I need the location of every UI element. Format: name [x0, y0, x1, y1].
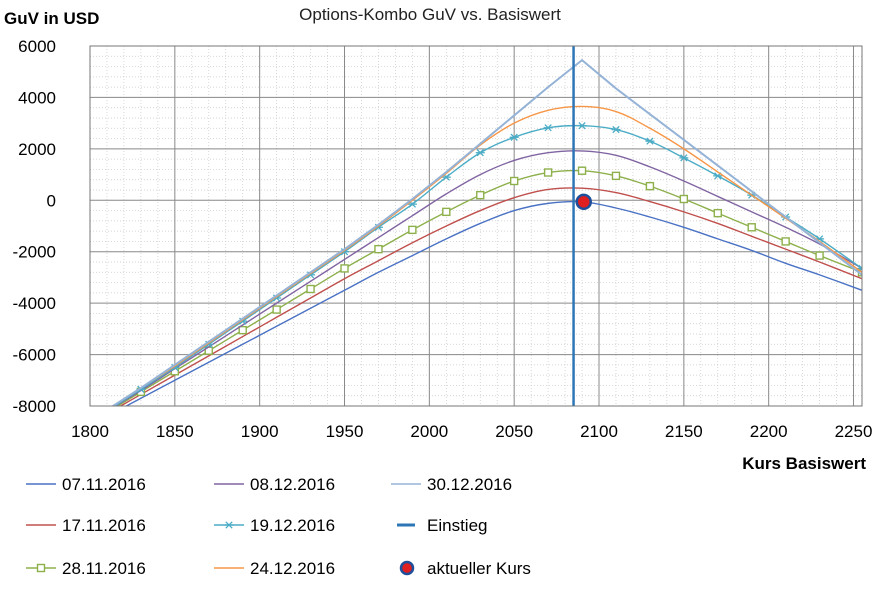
series-line: [111, 105, 862, 406]
series-line: [111, 58, 862, 406]
series-7: [111, 58, 862, 406]
data-point: [475, 149, 485, 157]
data-point: [442, 207, 451, 217]
legend-item: 24.12.2016: [214, 559, 335, 578]
data-point: [509, 133, 519, 141]
data-point: [747, 223, 756, 232]
series-1: [124, 200, 862, 406]
data-point: [679, 194, 689, 204]
series-line: [116, 169, 862, 406]
series-line: [124, 200, 862, 406]
x-tick-label: 1900: [241, 422, 279, 441]
x-tick-label: 1850: [156, 422, 194, 441]
series-layer: [111, 58, 862, 406]
y-tick-label: 6000: [18, 37, 56, 56]
x-tick-label: 2050: [495, 422, 533, 441]
legend-label: 07.11.2016: [62, 475, 146, 494]
y-tick-label: -2000: [13, 243, 56, 262]
x-tick-label: 1950: [326, 422, 364, 441]
data-point: [577, 122, 587, 130]
legend-label: 17.11.2016: [62, 516, 146, 535]
data-point: [577, 166, 587, 175]
legend-label: Einstieg: [427, 516, 487, 535]
data-point: [713, 208, 722, 218]
x-tick-label: 2000: [410, 422, 448, 441]
chart-title: Options-Kombo GuV vs. Basiswert: [299, 5, 561, 24]
legend-label: 08.12.2016: [250, 475, 335, 494]
series-5: [113, 122, 862, 406]
legend-swatch: [399, 560, 415, 576]
current-price-point: [575, 193, 592, 211]
series-line: [114, 150, 862, 406]
x-tick-label: 2200: [750, 422, 788, 441]
y-tick-label: -8000: [13, 397, 56, 416]
y-axis-label: GuV in USD: [4, 9, 99, 28]
data-point: [374, 244, 383, 254]
x-tick-label: 2150: [665, 422, 703, 441]
data-point: [476, 190, 485, 200]
legend-marker: [36, 563, 46, 573]
legend-label: 19.12.2016: [250, 516, 335, 535]
y-tick-label: 4000: [18, 88, 56, 107]
data-point: [306, 284, 315, 294]
data-point: [543, 168, 553, 177]
series-2: [119, 187, 862, 406]
data-point: [645, 137, 655, 145]
y-tick-label: -6000: [13, 346, 56, 365]
legend-label: 28.11.2016: [62, 559, 146, 578]
legend-item: Einstieg: [397, 516, 487, 535]
x-axis-label: Kurs Basiswert: [742, 454, 866, 473]
legend-item: 30.12.2016: [391, 475, 512, 494]
data-point: [509, 176, 519, 186]
data-point: [611, 125, 621, 134]
x-tick-label: 2250: [835, 422, 873, 441]
legend-item: 07.11.2016: [26, 475, 146, 494]
legend-item: 08.12.2016: [214, 475, 335, 494]
y-tick-label: -4000: [13, 294, 56, 313]
data-point: [815, 251, 824, 260]
x-tick-labels: 1800 1850 1900 1950 2000 2050 2100 2150 2200 2250: [71, 422, 872, 441]
y-tick-labels: 6000 4000 2000 0 -2000 -4000 -6000 -8000: [13, 37, 56, 416]
plot-frame: [89, 45, 863, 407]
x-tick-label: 1800: [71, 422, 109, 441]
legend: 07.11.2016 17.11.2016 28.11.2016 08.12.2016…: [26, 475, 531, 578]
data-point: [679, 154, 689, 162]
series-6: [111, 105, 862, 406]
series-3: [116, 166, 862, 406]
series-line: [119, 187, 862, 406]
legend-item: 17.11.2016: [26, 516, 146, 535]
legend-item: aktueller Kurs: [399, 559, 531, 578]
legend-item: 19.12.2016: [214, 516, 335, 535]
legend-label: 30.12.2016: [427, 475, 512, 494]
data-point: [611, 171, 621, 181]
y-tick-label: 0: [47, 191, 56, 210]
legend-label: aktueller Kurs: [427, 559, 531, 578]
data-point: [272, 305, 281, 314]
data-point: [238, 325, 247, 335]
data-point: [781, 237, 790, 246]
x-tick-label: 2100: [580, 422, 618, 441]
series-4: [114, 150, 862, 406]
data-point: [340, 264, 349, 273]
legend-label: 24.12.2016: [250, 559, 335, 578]
data-point: [408, 225, 417, 235]
y-tick-label: 2000: [18, 140, 56, 159]
data-point: [645, 181, 655, 191]
legend-marker: [224, 521, 234, 529]
data-point: [543, 124, 553, 132]
legend-item: 28.11.2016: [26, 559, 146, 578]
series-line: [113, 124, 862, 406]
overlay-layer: [572, 46, 592, 406]
